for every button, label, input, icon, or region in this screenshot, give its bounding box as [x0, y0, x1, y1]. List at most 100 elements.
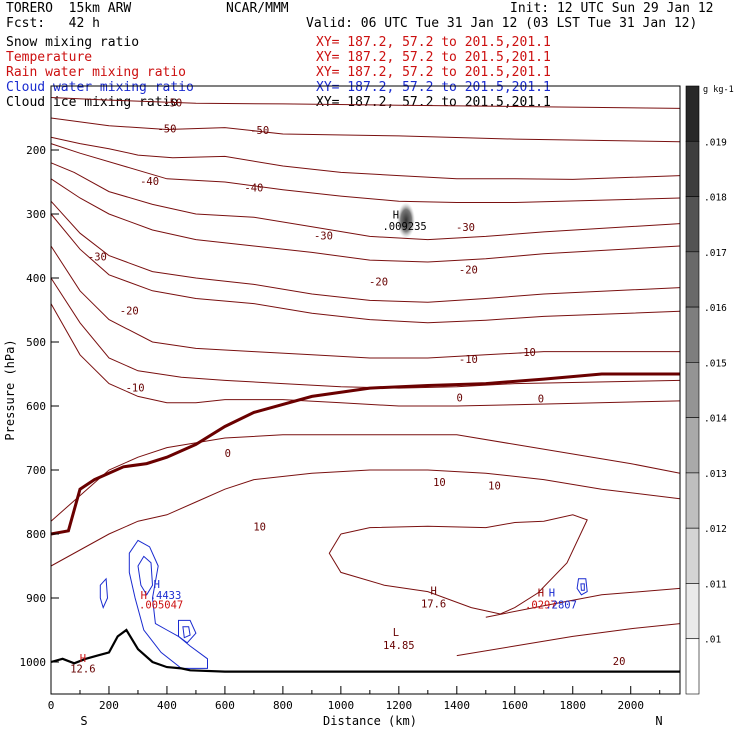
contour-label: .005047 — [139, 600, 183, 612]
y-tick-label: 300 — [26, 208, 46, 221]
axes-layer: 0 200 400 600 800 1000 1200 1400 1600 1800 2000200… — [20, 144, 661, 712]
temperature-contour — [50, 178, 681, 263]
contour-label: H — [430, 586, 436, 598]
contour-label: L — [393, 627, 399, 639]
contour-label: H — [141, 590, 147, 602]
cloud-water-contour — [178, 619, 197, 644]
temperature-contour-warm — [456, 623, 681, 657]
temperature-contour — [50, 200, 681, 303]
temperature-contour — [50, 136, 681, 180]
y-tick-label: 700 — [26, 464, 46, 477]
contour-label: H — [80, 653, 86, 665]
contour-label: -40 — [140, 176, 159, 188]
contour-label: -20 — [369, 276, 388, 288]
colorbar-segment — [685, 417, 700, 474]
colorbar-segment — [685, 85, 700, 142]
temperature-contour — [50, 213, 681, 324]
terrain-line — [50, 628, 680, 673]
colorbar-tick-label: .018 — [704, 193, 727, 204]
colorbar-tick-label: .017 — [704, 248, 727, 259]
x-tick-label: 1600 — [502, 699, 529, 712]
colorbar-segment — [685, 527, 700, 584]
y-tick-label: 500 — [26, 336, 46, 349]
snow-maximum-shading — [397, 202, 416, 239]
contour-label: 14.85 — [383, 640, 415, 652]
contour-label-layer: -50 -50 -50 -40 -40 -30 -30 -30 -20 -20 -20 -10 -10 -… — [70, 97, 625, 675]
y-tick-label: 400 — [26, 272, 46, 285]
x-tick-label: 400 — [157, 699, 177, 712]
colorbar-tick-label: .01 — [704, 635, 721, 646]
contour-label: -50 — [163, 97, 182, 109]
x-tick-label: 1400 — [444, 699, 471, 712]
temperature-contour — [50, 277, 681, 389]
contour-label: H — [154, 579, 160, 591]
freezing-level-contour — [50, 372, 680, 536]
contour-label: 12.6 — [70, 664, 95, 676]
colorbar-segment — [685, 251, 700, 308]
legend-rain-xy: XY= 187.2, 57.2 to 201.5,201.1 — [316, 65, 551, 80]
x-tick-label: 1800 — [560, 699, 587, 712]
colorbar-tick-label: .011 — [704, 579, 727, 590]
contour-label: 10 — [433, 477, 446, 489]
contour-label: -30 — [88, 252, 107, 264]
colorbar-tick-label: .013 — [704, 469, 727, 480]
colorbar-segment — [685, 306, 700, 363]
y-tick-label: 200 — [26, 144, 46, 157]
init-time: Init: 12 UTC Sun 29 Jan 12 — [510, 1, 714, 16]
x-tick-label: 800 — [273, 699, 293, 712]
y-axis-label: Pressure (hPa) — [3, 339, 17, 440]
contour-label: -50 — [157, 124, 176, 136]
temperature-contour — [50, 97, 681, 109]
temperature-contour-warm — [328, 514, 588, 615]
contour-label: -40 — [244, 182, 263, 194]
cloud-water-contour — [580, 583, 585, 591]
right-end-label: N — [655, 714, 662, 728]
contour-label: -30 — [314, 230, 333, 242]
x-tick-label: 200 — [99, 699, 119, 712]
contour-label: -30 — [456, 222, 475, 234]
colorbar-tick-label: .014 — [704, 414, 727, 425]
colorbar-tick-label: .019 — [704, 137, 727, 148]
left-end-label: S — [80, 714, 87, 728]
contour-label: 0 — [225, 448, 231, 460]
center-title: NCAR/MMM — [226, 1, 289, 16]
colorbar-unit-label: g kg-1 — [703, 85, 734, 95]
contour-label: -20 — [459, 264, 478, 276]
temperature-contour — [50, 434, 681, 522]
valid-time: Valid: 06 UTC Tue 31 Jan 12 (03 LST Tue … — [306, 16, 698, 31]
y-tick-label: 800 — [26, 528, 46, 541]
x-tick-label: 2000 — [617, 699, 644, 712]
colorbar-segment — [685, 362, 700, 418]
contour-label: 0 — [457, 392, 463, 404]
model-title: TORERO 15km ARW — [6, 1, 132, 16]
temperature-contour-warm — [485, 587, 681, 618]
legend-rain-label: Rain water mixing ratio — [6, 65, 187, 80]
plot-frame — [50, 85, 681, 695]
colorbar-tick-label: .012 — [704, 524, 727, 535]
legend-snow-label: Snow mixing ratio — [6, 35, 140, 50]
colorbar-segment — [685, 472, 700, 529]
temperature-contour — [50, 117, 681, 143]
colorbar-tick-label: .015 — [704, 358, 727, 369]
x-tick-label: 600 — [215, 699, 235, 712]
colorbar-segment — [685, 638, 700, 695]
contour-label: 10 — [488, 481, 501, 493]
contour-label: .4433 — [150, 590, 182, 602]
y-tick-label: 1000 — [20, 656, 47, 669]
x-tick-label: 0 — [48, 699, 55, 712]
contour-label: 20 — [613, 656, 626, 668]
temperature-contour — [50, 245, 680, 359]
forecast-hour: Fcst: 42 h — [6, 16, 100, 31]
contour-layer — [50, 97, 681, 673]
colorbar: .01 .011 .012 .013 .014 .015 .016 .017 .018 .019 g… — [685, 85, 734, 695]
contour-label: .0297 — [525, 600, 557, 612]
contour-label: 10 — [253, 522, 266, 534]
legend-cloud-water-label: Cloud water mixing ratio — [6, 80, 194, 95]
temperature-contour — [50, 162, 681, 241]
contour-label: -50 — [250, 125, 269, 137]
contour-label: H — [549, 588, 555, 600]
cloud-water-contour — [182, 626, 191, 639]
contour-label: .2807 — [545, 600, 577, 612]
cloud-water-contour — [137, 555, 154, 596]
